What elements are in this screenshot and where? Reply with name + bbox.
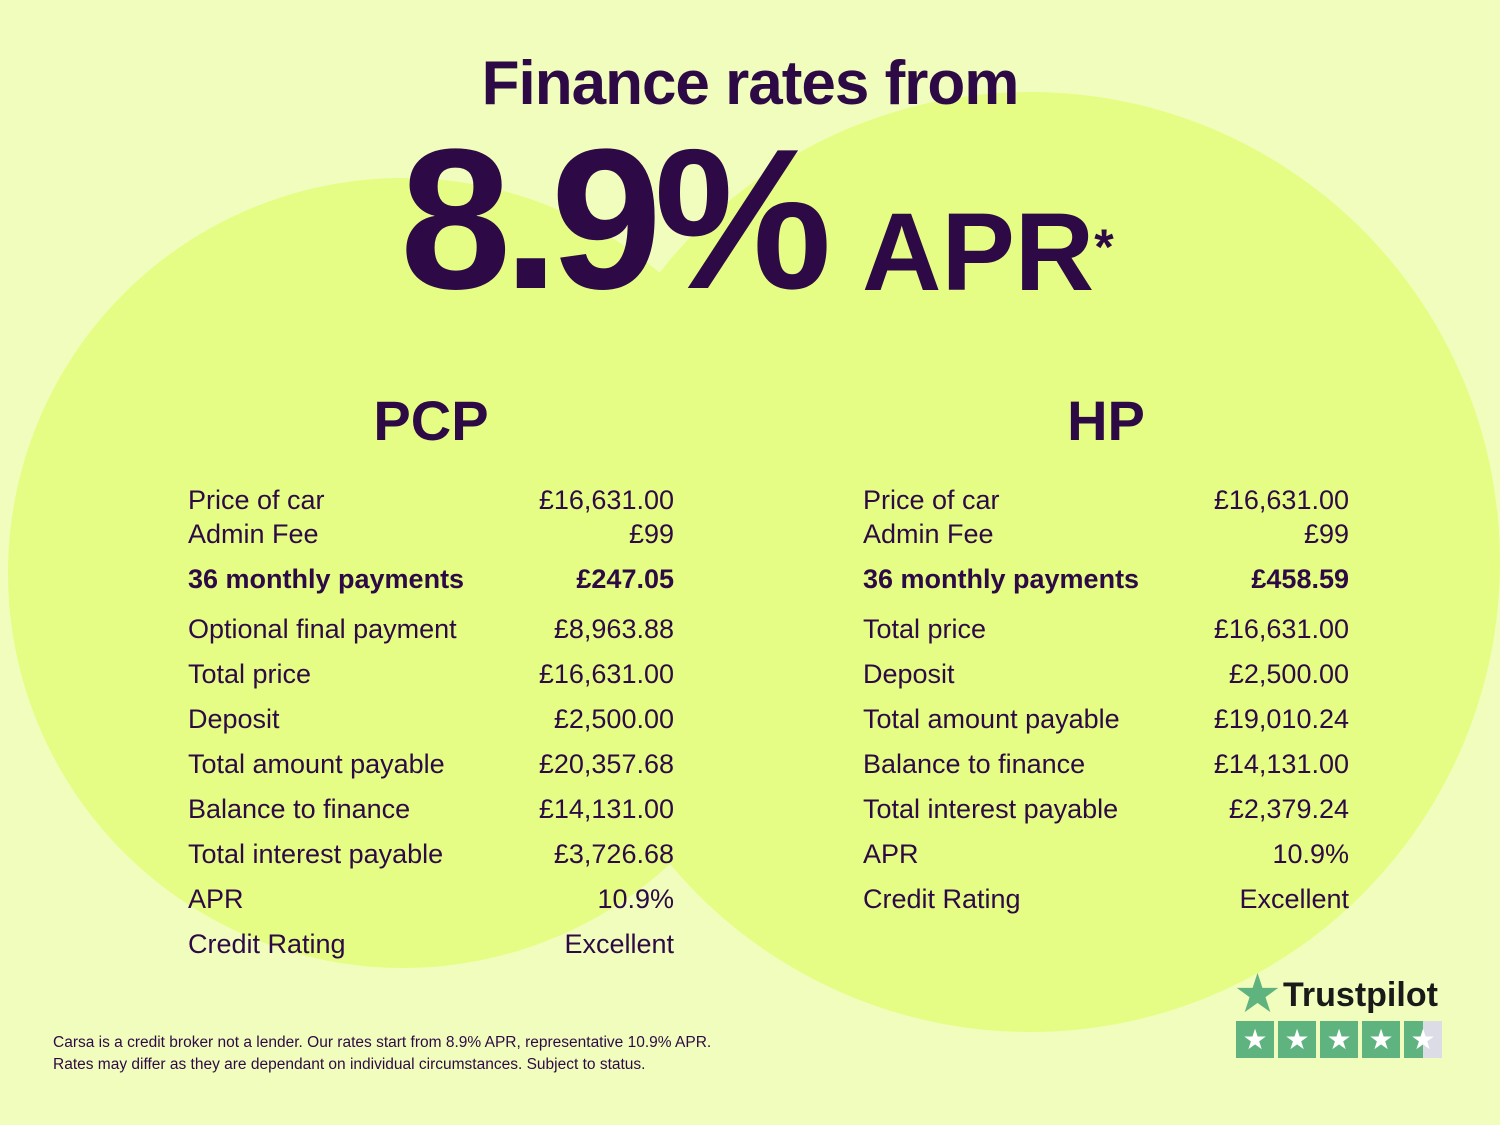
row-value: 10.9% (1272, 839, 1349, 869)
trustpilot-rating: ★ ★ ★ ★ ★ (1236, 1021, 1442, 1058)
table-row: APR 10.9% (188, 877, 674, 922)
row-label: Total price (863, 614, 987, 644)
row-value: £16,631.00 (1213, 484, 1349, 515)
table-row: Balance to finance £14,131.00 (188, 787, 674, 832)
row-value: £2,379.24 (1228, 794, 1349, 824)
table-row: APR 10.9% (863, 832, 1349, 877)
table-row: Deposit £2,500.00 (188, 697, 674, 742)
table-row: 36 monthly payments £458.59 (863, 551, 1349, 607)
table-row: Total amount payable £19,010.24 (863, 697, 1349, 742)
disclaimer-line-1: Carsa is a credit broker not a lender. O… (53, 1034, 712, 1051)
row-label: Total price (188, 659, 312, 689)
row-value: £14,131.00 (1213, 749, 1349, 779)
row-value: £20,357.68 (538, 749, 674, 779)
row-value: £2,500.00 (1228, 659, 1349, 689)
star-icon: ★ (1362, 1021, 1400, 1058)
pcp-heading: PCP (373, 389, 489, 452)
row-label: Balance to finance (863, 749, 1086, 779)
star-icon: ★ (1320, 1021, 1358, 1058)
row-label: Admin Fee (188, 518, 319, 549)
row-label: Deposit (188, 704, 280, 734)
row-label: Balance to finance (188, 794, 411, 824)
table-row: Price of car £16,631.00 (863, 483, 1349, 517)
row-label: Total amount payable (188, 749, 445, 779)
trustpilot-name: Trustpilot (1283, 975, 1438, 1014)
row-value: £458.59 (1251, 563, 1349, 594)
row-label: APR (863, 839, 919, 869)
row-value: £14,131.00 (538, 794, 674, 824)
row-value: £8,963.88 (553, 614, 674, 644)
table-row: Total price £16,631.00 (863, 607, 1349, 652)
trustpilot-badge: ★ Trustpilot ★ ★ ★ ★ ★ (1236, 968, 1442, 1058)
table-row: Total price £16,631.00 (188, 652, 674, 697)
table-row: Credit Rating Excellent (188, 922, 674, 967)
row-label: Total interest payable (863, 794, 1119, 824)
table-row: Optional final payment £8,963.88 (188, 607, 674, 652)
row-label: Admin Fee (863, 518, 994, 549)
row-value: £247.05 (576, 563, 674, 594)
row-label: Deposit (863, 659, 955, 689)
headline-rate: 8.9% (400, 108, 832, 331)
table-row: 36 monthly payments £247.05 (188, 551, 674, 607)
table-row: Total interest payable £3,726.68 (188, 832, 674, 877)
table-row: Price of car £16,631.00 (188, 483, 674, 517)
table-row: Admin Fee £99 (188, 517, 674, 551)
headline-title: Finance rates from (481, 49, 1020, 118)
disclaimer: Carsa is a credit broker not a lender. O… (53, 1032, 711, 1076)
star-icon: ★ (1236, 1021, 1274, 1058)
table-row: Total amount payable £20,357.68 (188, 742, 674, 787)
apr-label: APR (862, 191, 1095, 314)
row-value: £16,631.00 (1213, 614, 1349, 644)
row-label: 36 monthly payments (863, 563, 1140, 594)
row-label: 36 monthly payments (188, 563, 465, 594)
star-icon: ★ (1404, 1021, 1442, 1058)
row-label: Total amount payable (863, 704, 1120, 734)
row-value: £99 (628, 518, 674, 549)
disclaimer-line-2: Rates may differ as they are dependant o… (53, 1056, 646, 1073)
row-label: Optional final payment (188, 614, 457, 644)
row-value: Excellent (564, 929, 674, 959)
star-icon: ★ (1278, 1021, 1316, 1058)
row-value: £2,500.00 (553, 704, 674, 734)
pcp-column: PCP Price of car £16,631.00 Admin Fee £99 36… (188, 388, 674, 967)
row-value: 10.9% (597, 884, 674, 914)
row-label: Price of car (863, 484, 1000, 515)
table-row: Credit Rating Excellent (863, 877, 1349, 922)
table-row: Deposit £2,500.00 (863, 652, 1349, 697)
asterisk: * (1094, 219, 1114, 275)
table-row: Admin Fee £99 (863, 517, 1349, 551)
table-row: Balance to finance £14,131.00 (863, 742, 1349, 787)
row-value: £3,726.68 (553, 839, 674, 869)
row-value: Excellent (1239, 884, 1349, 914)
row-value: £16,631.00 (538, 659, 674, 689)
trustpilot-star-icon: ★ (1236, 968, 1280, 1021)
row-label: Credit Rating (863, 884, 1021, 914)
table-row: Total interest payable £2,379.24 (863, 787, 1349, 832)
headline-apr: APR* (862, 198, 1114, 308)
hp-column: HP Price of car £16,631.00 Admin Fee £99 36 … (863, 388, 1349, 922)
row-label: APR (188, 884, 244, 914)
row-label: Total interest payable (188, 839, 444, 869)
background-circle-right (560, 92, 1500, 1032)
row-label: Credit Rating (188, 929, 346, 959)
row-value: £99 (1303, 518, 1349, 549)
row-value: £16,631.00 (538, 484, 674, 515)
row-value: £19,010.24 (1213, 704, 1349, 734)
row-label: Price of car (188, 484, 325, 515)
hp-heading: HP (1067, 389, 1145, 452)
